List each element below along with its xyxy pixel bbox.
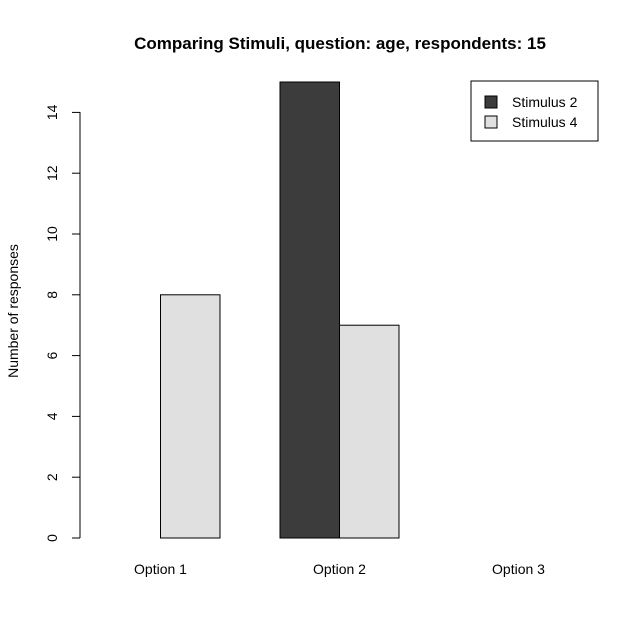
y-tick-label: 10 <box>44 226 60 242</box>
legend-label: Stimulus 4 <box>512 114 578 130</box>
legend-swatch <box>484 115 498 129</box>
legend-label: Stimulus 2 <box>512 94 578 110</box>
x-category-label: Option 1 <box>134 561 187 577</box>
y-axis-label: Number of responses <box>5 244 21 378</box>
y-tick-label: 0 <box>44 534 60 542</box>
y-tick-label: 4 <box>44 412 60 420</box>
x-category-label: Option 2 <box>313 561 366 577</box>
x-axis-categories: Option 1 Option 2 Option 3 <box>134 561 545 577</box>
x-category-label: Option 3 <box>492 561 545 577</box>
y-tick-label: 6 <box>44 351 60 359</box>
bars <box>160 81 400 539</box>
y-axis: 0 2 4 6 8 10 12 14 <box>44 104 80 542</box>
legend: Stimulus 2 Stimulus 4 <box>470 80 599 142</box>
legend-swatch <box>484 95 498 109</box>
bar <box>339 324 400 539</box>
y-tick-label: 2 <box>44 473 60 481</box>
y-tick-label: 14 <box>44 104 60 120</box>
bar <box>279 81 340 539</box>
legend-box <box>470 80 599 142</box>
y-tick-label: 12 <box>44 165 60 181</box>
chart-title: Comparing Stimuli, question: age, respon… <box>134 34 546 53</box>
y-tick-label: 8 <box>44 291 60 299</box>
bar <box>160 294 221 539</box>
